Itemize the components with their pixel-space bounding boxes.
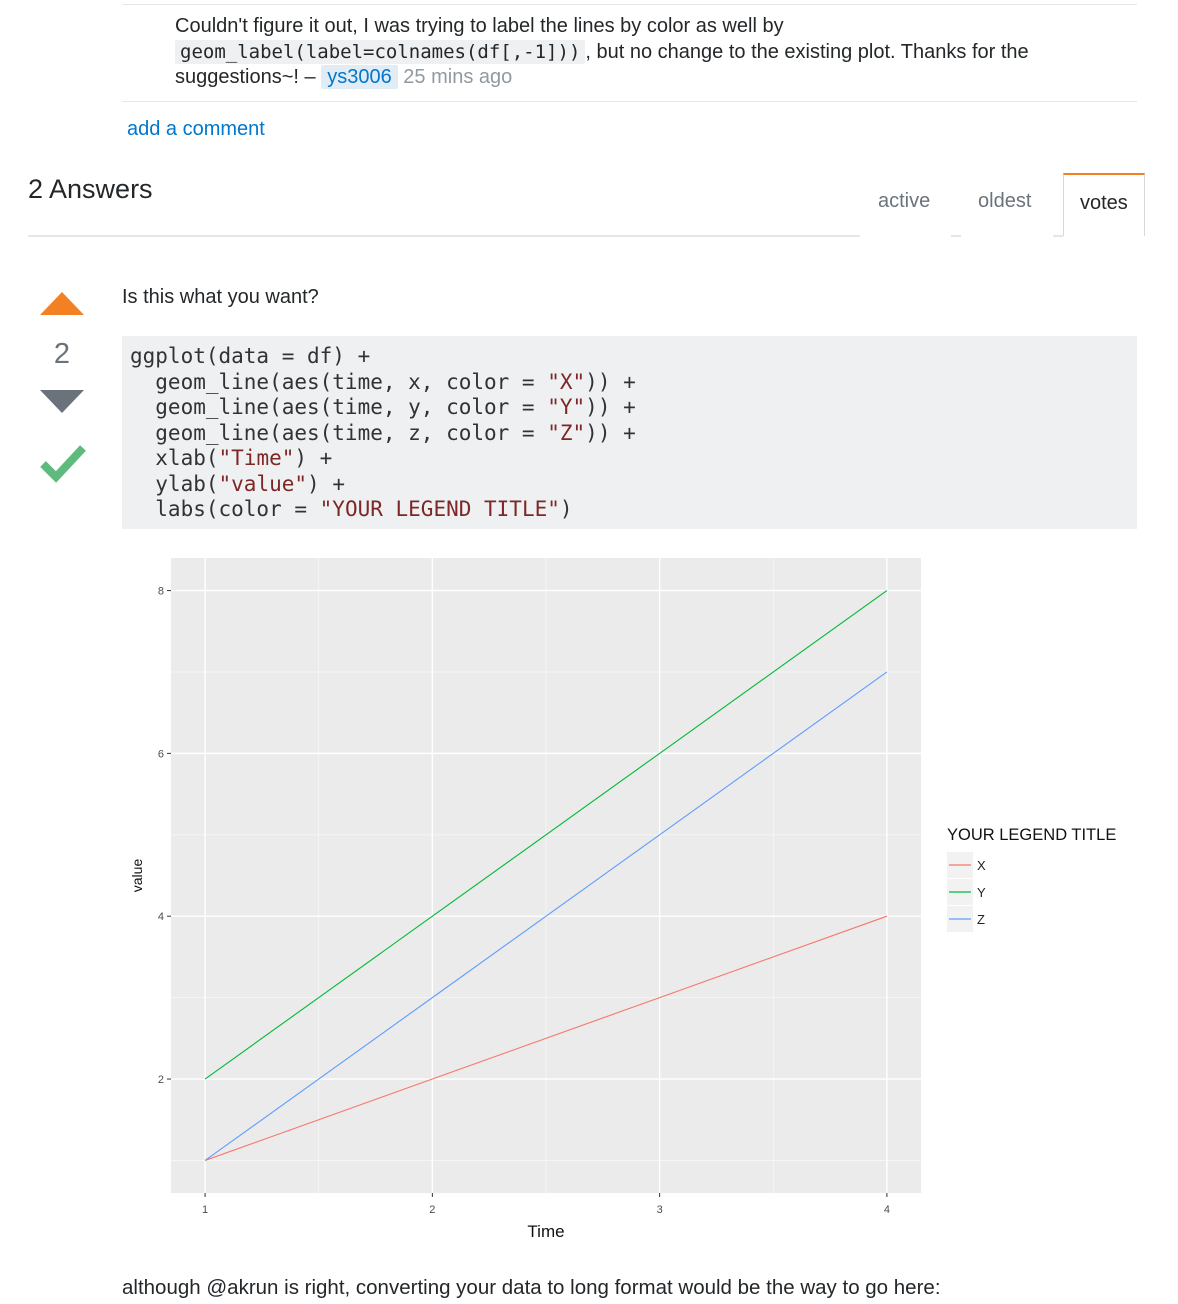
legend-label-z: Z (977, 912, 985, 927)
x-axis-label: Time (527, 1222, 564, 1241)
y-tick-label: 2 (158, 1074, 164, 1086)
upvote-arrow-icon[interactable] (40, 292, 84, 315)
code-line: xlab("Time") + (130, 446, 332, 470)
code-string: "X" (547, 369, 586, 394)
code-block: ggplot(data = df) + geom_line(aes(time, … (122, 336, 1137, 529)
ggplot-chart: 2 4 6 8 1 2 3 4 Time value YOUR LEGEND TITLE X… (129, 558, 1116, 1241)
code-token: ggplot(data = df) + (130, 344, 371, 368)
code-token: ylab( (130, 471, 219, 496)
tab-divider (951, 235, 961, 237)
vote-count: 2 (53, 338, 71, 370)
answers-header-divider (28, 235, 860, 237)
y-tick-label: 4 (158, 911, 164, 923)
code-line: geom_line(aes(time, x, color = "X")) + (130, 369, 636, 394)
x-tick-label: 2 (429, 1204, 435, 1216)
tab-votes[interactable]: votes (1063, 173, 1145, 236)
code-token: geom_line(aes(time, x, color = (130, 369, 548, 394)
code-line: ggplot(data = df) + (130, 344, 370, 368)
code-line: geom_line(aes(time, z, color = "Z")) + (130, 420, 636, 445)
comment-top-divider (122, 4, 1137, 5)
x-tick-label: 4 (884, 1204, 890, 1216)
answer-footer-text: although @akrun is right, converting you… (122, 1276, 941, 1299)
x-tick-label: 3 (657, 1204, 663, 1216)
tab-divider (1053, 235, 1063, 237)
answer-intro-text: Is this what you want? (122, 286, 319, 308)
legend-label-y: Y (977, 885, 986, 900)
code-line: labs(color = "YOUR LEGEND TITLE") (130, 497, 573, 521)
x-axis: 1 2 3 4 (202, 1193, 890, 1216)
code-token: xlab( (130, 446, 219, 470)
legend-title: YOUR LEGEND TITLE (947, 826, 1116, 844)
code-string: "value" (218, 471, 308, 496)
code-token: ) (559, 497, 573, 521)
code-token: ) + (294, 446, 333, 470)
code-token: )) + (585, 369, 636, 394)
add-comment-link[interactable]: add a comment (127, 118, 265, 140)
x-tick-label: 1 (202, 1204, 208, 1216)
grid-major-lines (171, 558, 921, 1193)
comment-text-before: Couldn't figure it out, I was trying to … (175, 15, 784, 37)
comment-user-link[interactable]: ys3006 (321, 65, 398, 89)
code-string: "Z" (547, 420, 586, 445)
tab-active[interactable]: active (878, 190, 931, 212)
code-line: geom_line(aes(time, y, color = "Y")) + (130, 395, 636, 419)
comment-bottom-divider (122, 101, 1137, 102)
code-token: )) + (585, 420, 636, 445)
y-axis: 2 4 6 8 (158, 586, 171, 1086)
series-lines (204, 590, 888, 1161)
code-token: geom_line(aes(time, y, color = (130, 395, 548, 419)
code-string: "Time" (218, 446, 295, 470)
series-line-x (204, 915, 888, 1161)
code-token: )) + (585, 395, 636, 419)
tab-oldest[interactable]: oldest (978, 190, 1032, 212)
downvote-arrow-icon[interactable] (40, 390, 84, 413)
y-tick-label: 8 (158, 586, 164, 598)
code-token: geom_line(aes(time, z, color = (130, 420, 548, 445)
comment-timestamp[interactable]: 25 mins ago (403, 66, 513, 88)
code-string: "Y" (547, 395, 586, 419)
code-string: "YOUR LEGEND TITLE" (319, 497, 560, 521)
tab-votes-label: votes (1080, 192, 1128, 214)
code-token: labs(color = (130, 497, 320, 521)
code-line: ylab("value") + (130, 472, 345, 496)
series-line-y (204, 590, 888, 1080)
y-axis-label: value (129, 859, 145, 893)
y-tick-label: 6 (158, 748, 164, 760)
comment-inline-code: geom_label(label=colnames(df[,-1])) (175, 39, 586, 64)
series-line-z (204, 671, 888, 1161)
comment-dash: – (298, 66, 322, 88)
accepted-checkmark-icon (40, 445, 86, 483)
legend: YOUR LEGEND TITLE XYZ (947, 826, 1116, 932)
comment: Couldn't figure it out, I was trying to … (175, 14, 1135, 91)
answers-count-heading: 2 Answers (28, 174, 153, 204)
comment-text-after: , but no change to the existing plot. Th… (175, 40, 1029, 89)
code-token: ) + (307, 471, 345, 496)
legend-label-x: X (977, 858, 986, 873)
